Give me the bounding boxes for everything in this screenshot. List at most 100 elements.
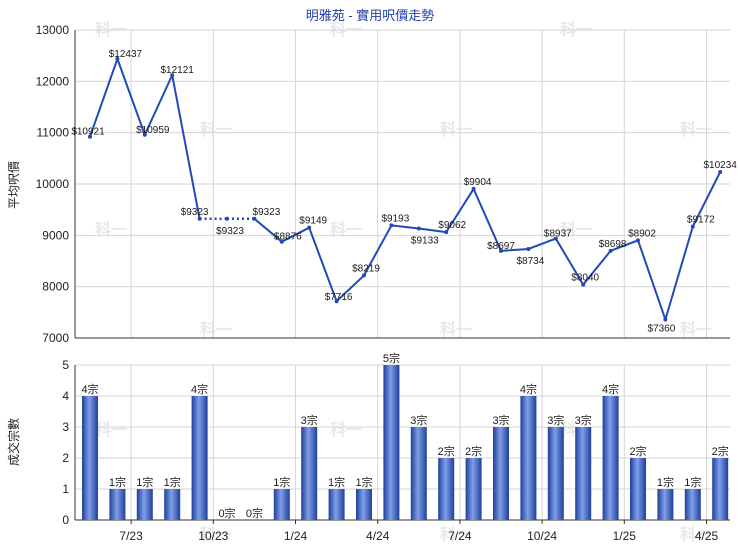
price-data-label: $9323 [252, 207, 280, 218]
price-point [690, 224, 695, 229]
price-data-label: $12121 [161, 65, 195, 76]
watermark-text: 科一 [680, 525, 712, 544]
transaction-bar-label: 3宗 [547, 413, 564, 427]
price-point [608, 248, 613, 253]
transaction-bar-label: 5宗 [383, 351, 400, 365]
price-data-label: $10959 [136, 125, 170, 136]
price-line-segment [664, 226, 694, 320]
bar-chart-marks: 4宗 1宗 1宗 1宗 4宗 0宗 0宗 1宗 3宗 1宗 1宗 5宗 3宗 2宗 2宗 3宗 4宗 3宗 3宗 4宗… [81, 351, 729, 520]
x-tick-label: 7/24 [448, 529, 472, 543]
transaction-bar [657, 489, 674, 520]
transaction-bar-label: 1宗 [136, 475, 153, 489]
line-y-axis-label: 平均呎價 [7, 161, 21, 209]
x-tick-label: 10/24 [527, 529, 557, 543]
transaction-bar [630, 458, 646, 520]
transaction-bar [465, 458, 482, 520]
price-line-segment [691, 171, 722, 227]
bar-chart-axes: 0 1 2 3 4 5 7/23 10/23 1/24 4/24 7/24 10/24 1/25 4/25 [62, 358, 730, 543]
transaction-bar [82, 396, 98, 520]
transaction-bar [712, 458, 729, 520]
transaction-bar-label: 1宗 [684, 475, 701, 489]
price-data-label: $9193 [381, 213, 409, 224]
price-point [718, 169, 723, 174]
price-data-label: $9133 [411, 236, 439, 247]
transaction-bar-label: 3宗 [492, 413, 509, 427]
transaction-bar-label: 4宗 [520, 382, 537, 396]
transaction-bar [438, 458, 455, 520]
transaction-bar-label: 0宗 [218, 506, 235, 520]
transaction-bar [602, 396, 619, 520]
x-tick-label: 1/25 [613, 529, 637, 543]
transaction-bar [547, 427, 564, 520]
price-line-segment [554, 238, 585, 286]
transaction-bar-label: 1宗 [355, 475, 372, 489]
watermark-text: 科一 [680, 120, 712, 139]
line-y-tick-label: 7000 [42, 331, 69, 345]
price-line-segment [171, 74, 201, 219]
price-data-label: $9323 [216, 226, 244, 237]
price-point [389, 223, 394, 228]
transaction-bar-label: 4宗 [81, 382, 98, 396]
line-y-tick-label: 9000 [42, 228, 69, 242]
line-y-tick-label: 8000 [42, 280, 69, 294]
price-point [663, 317, 668, 322]
transaction-bar-label: 1宗 [273, 475, 290, 489]
watermark-text: 科一 [440, 320, 472, 339]
watermark-text: 科一 [330, 220, 362, 239]
transaction-bar [136, 489, 153, 520]
price-line-segment [363, 224, 393, 276]
price-line-segment [281, 226, 310, 243]
transaction-bar [410, 427, 427, 520]
watermark-layer: 科一科一科一科一科一科一科一科一科一科一科一科一科一科一科一科一科一科一 [95, 20, 712, 544]
transaction-bar-label: 4宗 [602, 382, 619, 396]
price-data-label: $8219 [352, 263, 380, 274]
transaction-bar-label: 2宗 [438, 444, 455, 458]
transaction-bar [493, 427, 509, 520]
transaction-bar-label: 4宗 [191, 382, 208, 396]
watermark-text: 科一 [440, 120, 472, 139]
line-chart-axes: 7000 8000 9000 10000 11000 12000 13000 [36, 23, 730, 345]
price-line-segment [500, 247, 529, 252]
transaction-bar-label: 1宗 [328, 475, 345, 489]
price-point [526, 246, 531, 251]
price-point [581, 282, 586, 287]
price-line-segment [418, 227, 447, 234]
price-line-segment [610, 239, 639, 252]
transaction-bar [684, 489, 701, 520]
price-line-segment [445, 188, 475, 233]
price-line-segment [253, 217, 283, 243]
price-point [636, 238, 640, 243]
transaction-bar [273, 489, 290, 520]
line-y-tick-label: 13000 [36, 23, 70, 37]
transaction-bar-label: 3宗 [301, 413, 318, 427]
bar-y-tick-label: 5 [62, 358, 69, 372]
price-point [471, 186, 476, 191]
x-tick-label: 4/24 [366, 529, 390, 543]
price-line-segment [89, 58, 119, 138]
price-line-segment [335, 274, 365, 302]
price-data-label: $8697 [487, 241, 515, 252]
price-line-segment [143, 74, 174, 136]
bar-y-tick-label: 1 [62, 482, 69, 496]
transaction-bar [109, 489, 126, 520]
price-line-segment [472, 188, 502, 252]
price-data-label: $8937 [544, 229, 572, 240]
price-data-label: $9323 [181, 207, 209, 218]
transaction-bar-label: 2宗 [629, 444, 646, 458]
price-data-label: $8698 [599, 239, 627, 250]
price-point [88, 134, 92, 139]
x-tick-label: 4/25 [695, 529, 719, 543]
watermark-text: 科一 [95, 220, 127, 239]
watermark-text: 科一 [330, 420, 362, 439]
price-data-label: $8876 [274, 232, 302, 243]
price-point [444, 230, 449, 235]
price-line-segment [391, 224, 419, 230]
price-data-label: $8902 [628, 228, 656, 239]
price-line-segment [116, 58, 146, 136]
price-point [115, 56, 120, 61]
price-data-label: $9172 [687, 215, 715, 226]
transaction-bar [164, 489, 181, 520]
transaction-bar-label: 1宗 [109, 475, 126, 489]
